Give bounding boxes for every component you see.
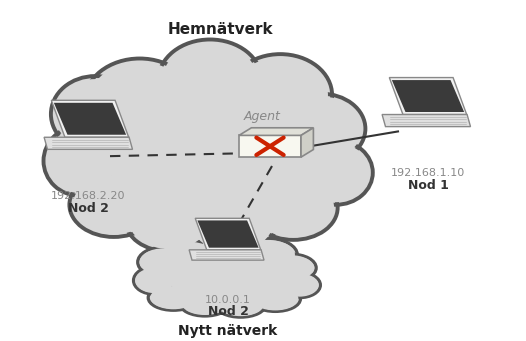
Ellipse shape — [140, 249, 186, 276]
Ellipse shape — [157, 240, 219, 275]
Text: Nod 2: Nod 2 — [67, 202, 108, 214]
Ellipse shape — [163, 43, 258, 118]
Ellipse shape — [249, 176, 338, 240]
Ellipse shape — [302, 143, 370, 202]
Text: Agent: Agent — [244, 109, 280, 122]
Ellipse shape — [280, 97, 362, 161]
Ellipse shape — [252, 287, 298, 310]
Polygon shape — [239, 128, 313, 135]
Ellipse shape — [191, 193, 273, 252]
Ellipse shape — [150, 286, 197, 309]
Polygon shape — [54, 103, 126, 135]
Polygon shape — [189, 250, 264, 260]
Ellipse shape — [232, 57, 328, 133]
Text: Hemnätverk: Hemnätverk — [167, 22, 273, 37]
Ellipse shape — [228, 54, 332, 136]
Polygon shape — [197, 220, 259, 248]
Polygon shape — [392, 80, 464, 112]
Ellipse shape — [277, 94, 366, 164]
Ellipse shape — [201, 234, 255, 264]
Polygon shape — [44, 137, 133, 149]
Ellipse shape — [69, 173, 158, 237]
Ellipse shape — [55, 79, 136, 149]
Ellipse shape — [180, 291, 230, 316]
Ellipse shape — [238, 239, 297, 271]
Text: Nytt nätverk: Nytt nätverk — [178, 324, 278, 338]
Ellipse shape — [268, 255, 314, 281]
Polygon shape — [389, 77, 467, 115]
Text: 192.168.1.10: 192.168.1.10 — [391, 168, 465, 178]
Ellipse shape — [168, 242, 288, 308]
Ellipse shape — [138, 247, 188, 277]
Ellipse shape — [216, 292, 266, 317]
Ellipse shape — [299, 140, 373, 205]
Ellipse shape — [95, 56, 325, 237]
Polygon shape — [382, 115, 470, 127]
Ellipse shape — [188, 190, 277, 254]
Polygon shape — [301, 128, 313, 157]
Ellipse shape — [89, 62, 191, 143]
Ellipse shape — [46, 129, 115, 193]
Ellipse shape — [44, 126, 117, 196]
Ellipse shape — [241, 240, 295, 269]
Ellipse shape — [158, 40, 262, 121]
Ellipse shape — [163, 239, 293, 310]
Ellipse shape — [148, 285, 199, 310]
Ellipse shape — [128, 190, 210, 249]
Text: 10.0.0.1: 10.0.0.1 — [205, 295, 251, 305]
Ellipse shape — [199, 233, 257, 265]
Ellipse shape — [135, 268, 174, 293]
Ellipse shape — [51, 76, 140, 152]
Text: Nod 1: Nod 1 — [408, 179, 449, 192]
Ellipse shape — [125, 187, 214, 252]
Ellipse shape — [280, 273, 319, 297]
Text: Nod 2: Nod 2 — [208, 306, 248, 318]
Ellipse shape — [266, 254, 316, 282]
Polygon shape — [195, 218, 261, 250]
Ellipse shape — [217, 293, 264, 316]
Ellipse shape — [278, 272, 320, 298]
Ellipse shape — [84, 59, 195, 146]
Ellipse shape — [73, 175, 155, 234]
Ellipse shape — [250, 286, 300, 311]
Polygon shape — [239, 135, 301, 157]
Ellipse shape — [181, 292, 228, 315]
Text: 192.168.2.20: 192.168.2.20 — [50, 191, 125, 201]
Ellipse shape — [105, 63, 316, 230]
Ellipse shape — [252, 178, 334, 237]
Ellipse shape — [159, 242, 217, 273]
Ellipse shape — [134, 267, 176, 294]
Polygon shape — [52, 100, 129, 137]
